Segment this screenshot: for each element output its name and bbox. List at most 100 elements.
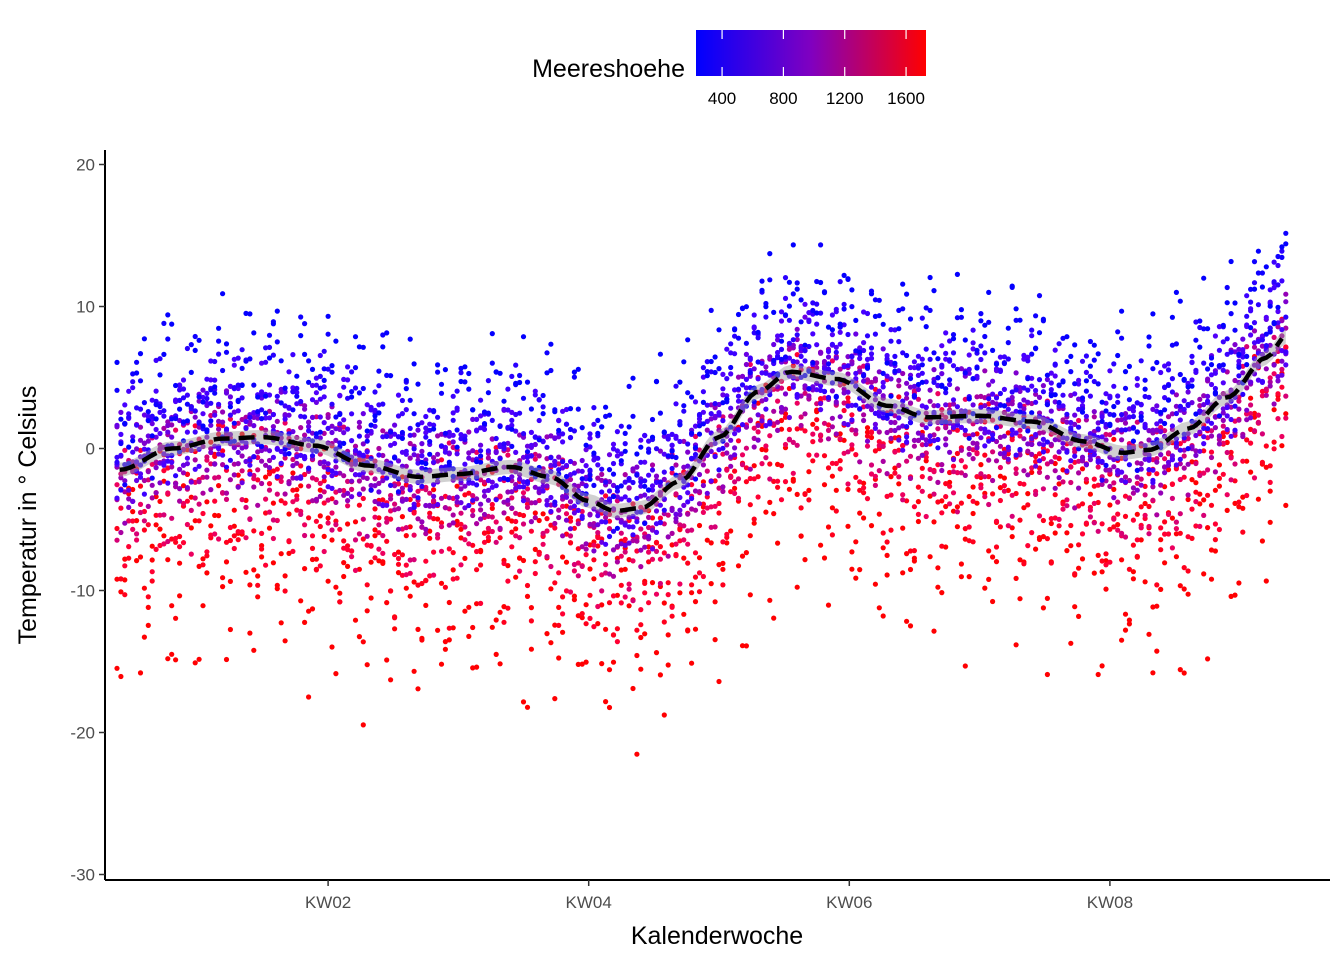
scatter-point <box>587 542 593 548</box>
scatter-point <box>407 570 413 576</box>
scatter-point <box>610 659 617 665</box>
scatter-point <box>837 366 843 372</box>
scatter-point <box>771 386 777 392</box>
scatter-point <box>857 349 863 355</box>
scatter-point <box>1248 411 1254 417</box>
scatter-point <box>1083 447 1089 453</box>
scatter-point <box>603 493 609 499</box>
scatter-point <box>884 429 890 436</box>
scatter-point <box>1162 363 1168 369</box>
scatter-point <box>614 592 621 598</box>
scatter-point <box>184 418 190 424</box>
scatter-point <box>653 539 660 545</box>
scatter-point <box>243 310 249 316</box>
scatter-point <box>1130 490 1136 496</box>
scatter-point <box>1142 377 1148 383</box>
scatter-point <box>802 428 808 434</box>
scatter-point <box>1005 430 1011 436</box>
scatter-point <box>1162 407 1168 413</box>
scatter-point <box>868 462 875 468</box>
scatter-point <box>696 431 703 437</box>
scatter-point <box>556 454 562 460</box>
scatter-point <box>575 483 581 489</box>
scatter-point <box>294 487 300 493</box>
scatter-point <box>829 388 836 394</box>
scatter-point <box>126 487 132 493</box>
scatter-point <box>1083 476 1089 482</box>
scatter-point <box>309 382 316 389</box>
scatter-point <box>532 392 538 398</box>
scatter-point <box>939 407 945 413</box>
scatter-point <box>825 354 832 360</box>
scatter-point <box>606 412 613 418</box>
scatter-point <box>767 354 773 360</box>
scatter-point <box>349 411 355 417</box>
scatter-point <box>818 279 824 286</box>
scatter-point <box>626 540 632 546</box>
scatter-point <box>1076 433 1082 439</box>
scatter-point <box>376 515 382 521</box>
scatter-point <box>696 423 703 429</box>
scatter-point <box>415 495 421 501</box>
scatter-point <box>255 594 261 600</box>
scatter-point <box>622 536 628 542</box>
scatter-point <box>1197 491 1203 497</box>
scatter-point <box>388 496 394 502</box>
scatter-point <box>337 440 343 446</box>
scatter-point <box>192 457 198 463</box>
scatter-point <box>497 493 503 499</box>
scatter-point <box>466 633 472 640</box>
scatter-point <box>1244 492 1250 499</box>
smooth-confidence-ribbon <box>119 329 1286 519</box>
scatter-point <box>1169 545 1175 551</box>
scatter-point <box>833 355 839 361</box>
scatter-point <box>130 434 136 440</box>
scatter-point <box>274 432 280 438</box>
scatter-point <box>427 421 433 427</box>
scatter-point <box>790 470 796 476</box>
scatter-point <box>294 373 300 379</box>
scatter-point <box>728 528 734 534</box>
scatter-point <box>427 535 433 541</box>
scatter-point <box>485 497 491 503</box>
scatter-point <box>689 590 695 596</box>
scatter-point <box>317 493 323 499</box>
scatter-point <box>1091 520 1097 526</box>
scatter-point <box>767 499 773 505</box>
scatter-point <box>970 327 976 333</box>
scatter-point <box>911 504 918 510</box>
scatter-point <box>485 378 491 384</box>
scatter-point <box>915 410 922 416</box>
scatter-point <box>403 478 409 484</box>
scatter-point <box>204 467 210 473</box>
scatter-point <box>626 497 632 503</box>
scatter-point <box>1142 386 1148 392</box>
scatter-point <box>384 600 390 606</box>
scatter-point <box>1212 333 1218 339</box>
scatter-point <box>485 477 491 484</box>
scatter-point <box>450 495 456 501</box>
scatter-point <box>563 503 570 509</box>
scatter-point <box>735 476 742 482</box>
scatter-point <box>735 495 742 501</box>
scatter-point <box>212 498 218 504</box>
scatter-point <box>603 514 609 521</box>
scatter-point <box>630 524 636 530</box>
scatter-point <box>306 465 312 471</box>
scatter-point <box>599 510 605 516</box>
scatter-point <box>196 479 202 485</box>
scatter-point <box>333 414 339 420</box>
scatter-point <box>626 424 632 430</box>
scatter-point <box>1259 388 1265 394</box>
scatter-point <box>337 392 343 398</box>
scatter-point <box>810 360 816 366</box>
scatter-point <box>1193 448 1199 454</box>
scatter-point <box>368 595 374 601</box>
scatter-point <box>145 522 151 528</box>
scatter-point <box>1072 453 1078 459</box>
scatter-point <box>818 310 824 316</box>
scatter-point <box>692 626 699 632</box>
scatter-point <box>661 451 667 457</box>
scatter-point <box>696 458 703 464</box>
scatter-point <box>1205 435 1211 441</box>
